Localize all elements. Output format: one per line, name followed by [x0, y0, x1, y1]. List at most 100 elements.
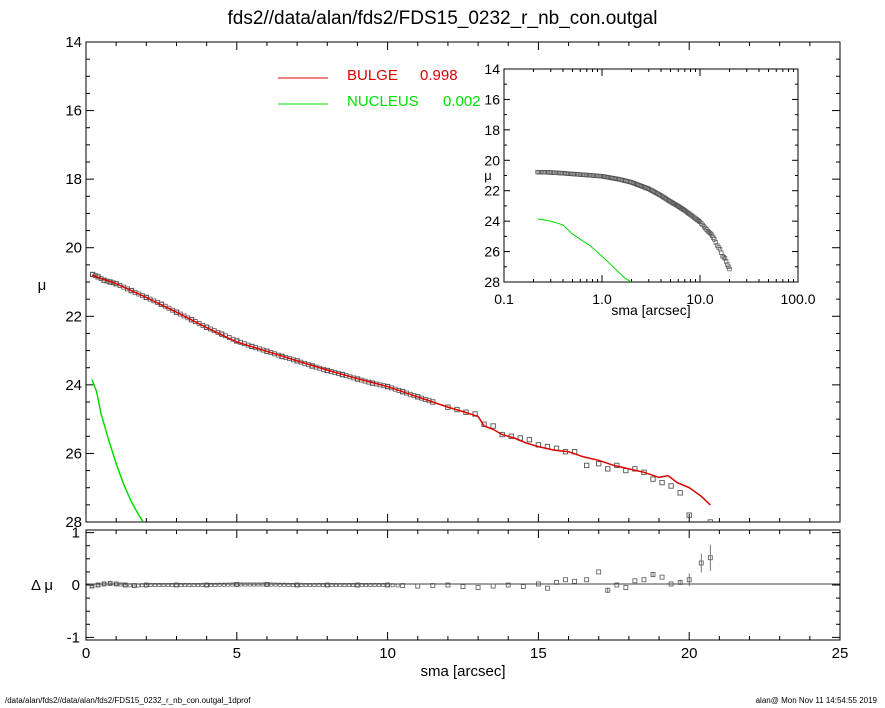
main-y-tick-label: 22 [65, 308, 82, 325]
inset-x-tick-label: 100.0 [780, 291, 815, 307]
residual-point [200, 583, 205, 587]
residual-x-axis: 0 5 10 15 20 25 [82, 530, 848, 662]
residual-point [385, 582, 391, 588]
residual-point [239, 582, 244, 587]
residual-point [707, 555, 713, 561]
residual-point [395, 583, 400, 588]
residual-point [668, 581, 674, 587]
residual-point [183, 583, 188, 587]
residual-point [95, 582, 101, 588]
residual-point [174, 582, 179, 588]
legend-bulge-label: BULGE [347, 67, 398, 84]
main-y-tick-label: 16 [65, 103, 82, 120]
residual-point [294, 582, 300, 588]
residual-point [632, 578, 638, 584]
main-y-tick-label: 18 [65, 171, 82, 188]
residual-point [221, 582, 226, 587]
inset-y-tick-label: 22 [484, 183, 500, 199]
nucleus-model-line [91, 379, 144, 522]
bulge-model-line [91, 274, 711, 506]
residual-point [260, 582, 265, 587]
data-point [490, 423, 496, 429]
residual-point [650, 572, 656, 577]
legend: BULGE 0.998 NUCLEUS 0.002 [278, 67, 481, 110]
residual-point [364, 583, 369, 587]
residual-y-tick-label: 1 [72, 525, 80, 542]
data-point [677, 490, 683, 496]
inset-y-tick-label: 14 [484, 61, 500, 77]
residual-point [217, 582, 222, 587]
residual-point [282, 582, 287, 587]
data-point [526, 437, 533, 443]
residual-point [475, 585, 481, 591]
data-point [632, 466, 638, 472]
residual-point [269, 582, 274, 587]
residual-point [333, 583, 338, 587]
residual-point [191, 583, 196, 587]
residual-point [377, 583, 381, 587]
residual-point [445, 582, 451, 588]
inset-data-point [696, 218, 702, 224]
residual-point [381, 583, 386, 587]
residual-point [520, 584, 526, 589]
residual-point [165, 583, 170, 587]
residual-point [308, 583, 312, 587]
data-point [668, 483, 674, 489]
residual-point [286, 582, 291, 587]
residual-point [226, 582, 231, 587]
residual-y-tick-label: -1 [67, 629, 80, 646]
inset-y-tick-label: 28 [484, 274, 500, 290]
residual-point [143, 582, 149, 588]
residual-point [122, 582, 128, 588]
main-x-axis [85, 42, 841, 522]
inset-y-tick-label: 20 [484, 152, 500, 168]
residual-point [252, 582, 256, 587]
legend-nucleus-value: 0.002 [443, 93, 481, 110]
residual-point [89, 583, 95, 589]
residual-point [303, 583, 308, 587]
residual-plot: -101 0 5 10 15 20 25 Δ μ sma [arcsec] [31, 525, 848, 680]
inset-data-point [722, 256, 728, 261]
residual-point [148, 583, 153, 587]
main-y-tick-label: 14 [65, 34, 82, 51]
inset-x-axis: 0.1 1.0 10.0 100.0 [494, 69, 816, 307]
residual-point [170, 583, 175, 587]
inset-data-point [721, 255, 726, 260]
residual-point [338, 583, 343, 587]
inset-data-point [707, 230, 713, 236]
main-y-axis-label: μ [38, 277, 47, 294]
residual-point [686, 577, 692, 583]
data-point [650, 476, 656, 482]
inset-y-axis: 14 16 18 20 22 24 26 28 [484, 61, 798, 290]
residual-point [623, 585, 629, 591]
residual-point [430, 583, 436, 588]
data-point [173, 309, 180, 315]
residual-point [178, 583, 183, 587]
residual-point [234, 582, 239, 587]
residual-x-tick-label: 0 [82, 645, 90, 662]
residual-point [641, 577, 647, 583]
footer-file-path: /data/alan/fds2//data/alan/fds2/FDS15_02… [5, 696, 251, 705]
residual-point [368, 583, 373, 587]
inset-data-point [720, 253, 725, 259]
inset-x-axis-label: sma [arcsec] [611, 302, 690, 318]
residual-point [614, 582, 620, 588]
inset-y-axis-label: μ [484, 168, 492, 183]
inset-x-tick-label: 10.0 [686, 291, 713, 307]
chart-title: fds2//data/alan/fds2/FDS15_0232_r_nb_con… [227, 8, 658, 29]
main-profile-plot: 14 16 18 20 22 24 26 28 μ [38, 34, 841, 531]
residual-point [545, 585, 550, 591]
residual-point [605, 587, 611, 593]
data-point [584, 462, 590, 469]
residual-point [698, 560, 704, 566]
residual-point [264, 582, 270, 587]
residual-point [273, 582, 278, 587]
residual-point [505, 582, 511, 588]
main-series-group [89, 271, 713, 522]
residual-point [230, 582, 235, 587]
inset-series-group [535, 170, 732, 282]
residual-point [584, 577, 590, 583]
inset-data-point [680, 206, 685, 212]
inset-y-tick-label: 26 [484, 244, 500, 260]
